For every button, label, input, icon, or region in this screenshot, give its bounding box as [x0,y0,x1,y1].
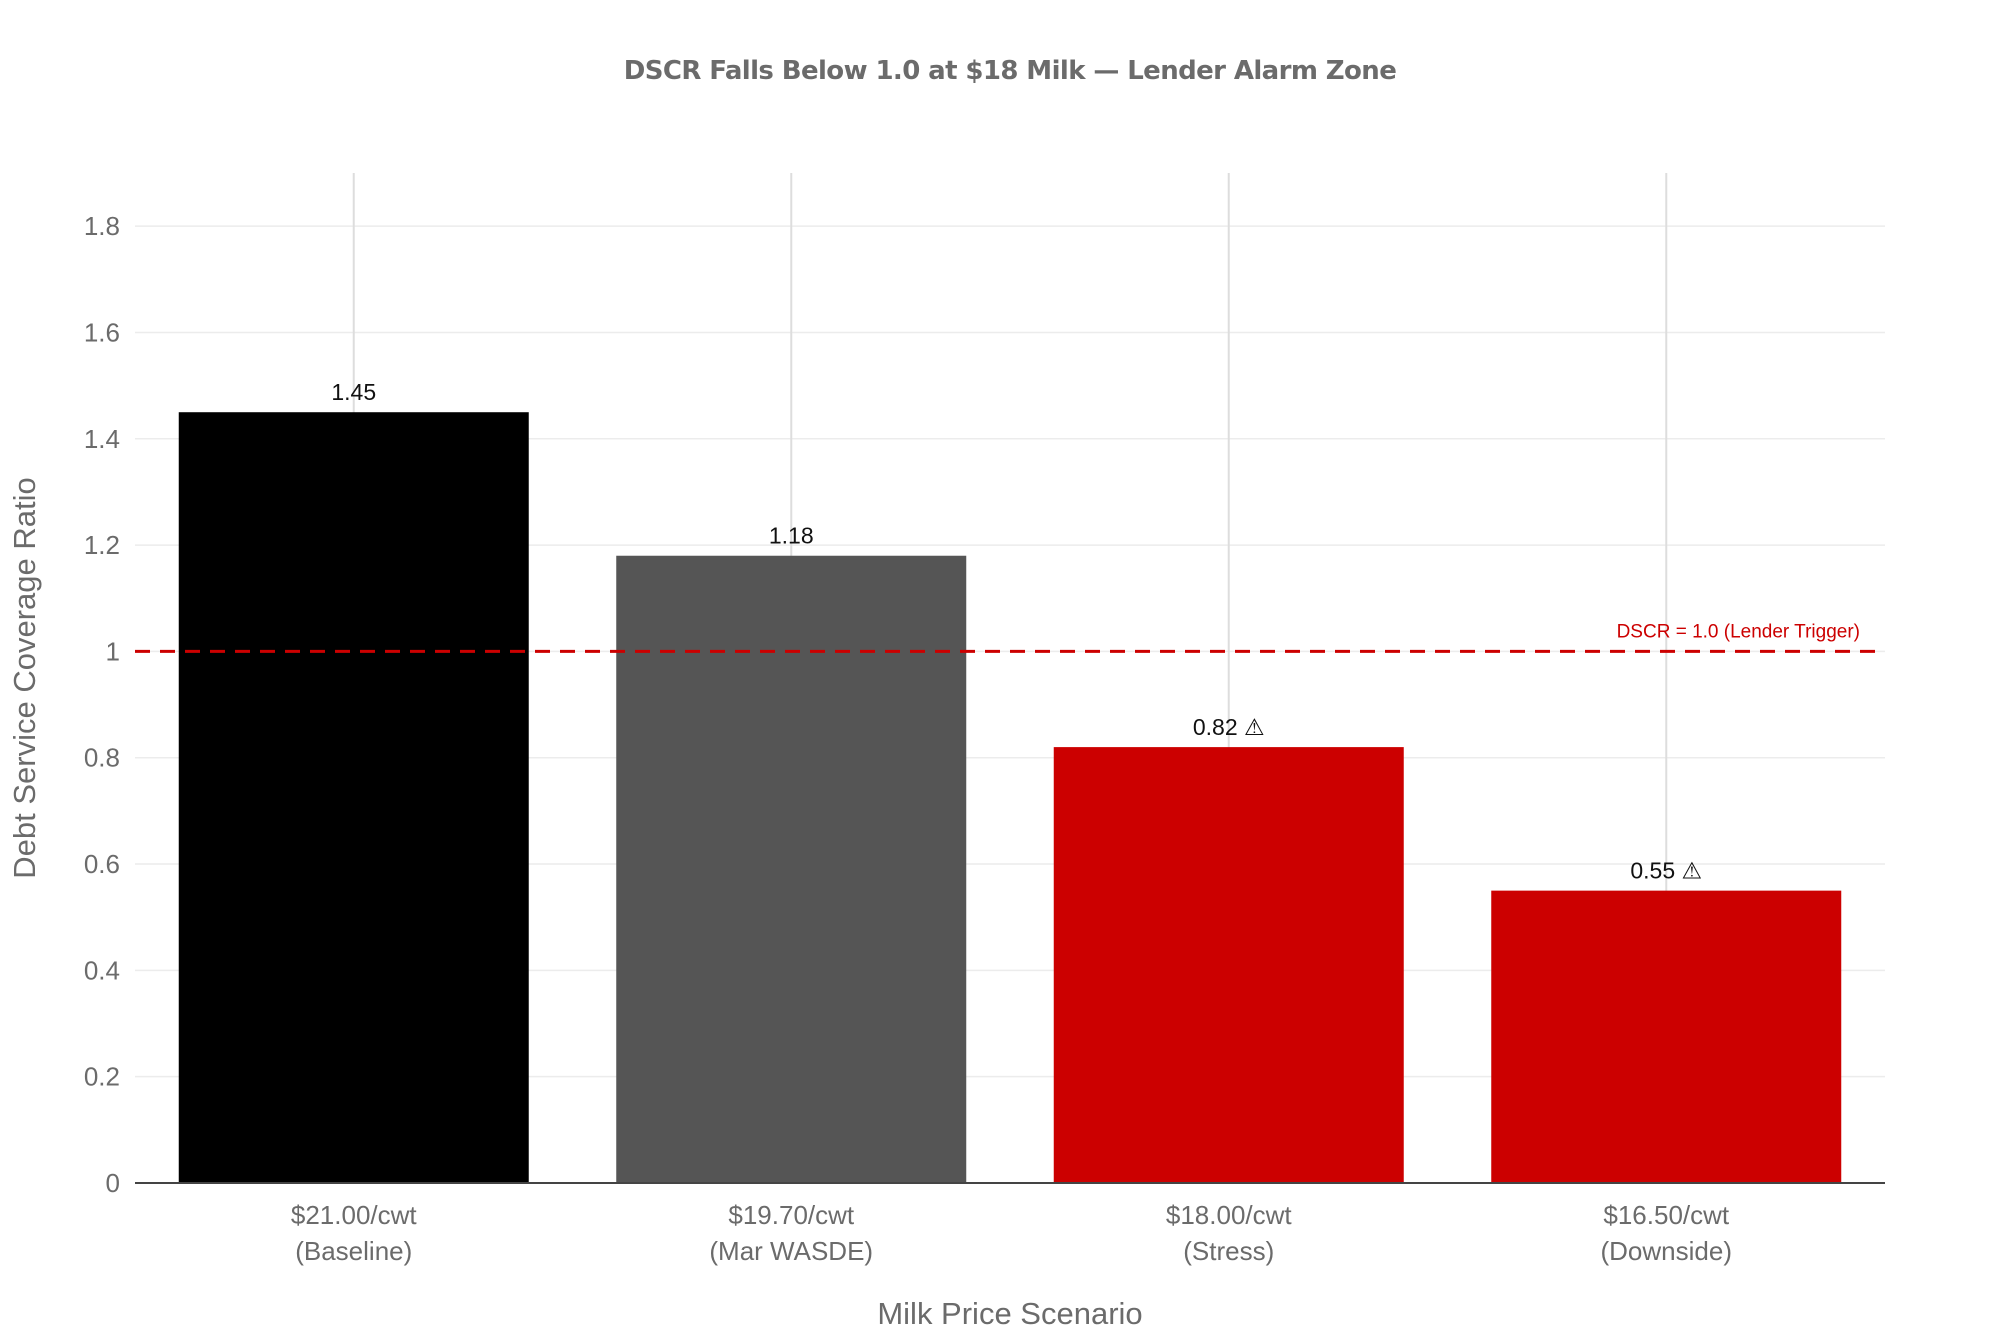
y-tick-label: 0.6 [84,849,120,879]
data-label: 1.18 [769,523,814,549]
y-axis-ticks: 0 0.2 0.4 0.6 0.8 1 1.2 1.4 1.6 1.8 [84,211,120,1198]
vertical-gridlines [352,173,1668,1183]
bar [616,555,967,1183]
bar [178,412,529,1183]
x-tick-label: $16.50/cwt [1603,1200,1730,1230]
y-tick-label: 0.2 [84,1062,120,1092]
x-tick-label: (Mar WASDE) [709,1236,873,1266]
y-axis-title: Debt Service Coverage Ratio [7,477,42,878]
x-tick-label: (Downside) [1601,1236,1733,1266]
y-tick-label: 1.8 [84,211,120,241]
x-tick-label: $21.00/cwt [291,1200,418,1230]
bar [1491,890,1842,1183]
y-tick-label: 1.6 [84,317,120,347]
x-tick-label: (Stress) [1183,1236,1274,1266]
chart-title: DSCR Falls Below 1.0 at $18 Milk — Lende… [624,56,1396,86]
y-tick-label: 0.4 [84,955,120,985]
x-tick-label: (Baseline) [295,1236,412,1266]
y-tick-label: 0 [106,1168,120,1198]
x-tick-label: $19.70/cwt [728,1200,855,1230]
data-label: 0.82 ⚠ [1193,714,1265,740]
data-label: 1.45 [331,379,376,405]
bar [1053,747,1404,1183]
bars [178,412,1842,1183]
reference-line-group: DSCR = 1.0 (Lender Trigger) [135,621,1885,653]
reference-line-label: DSCR = 1.0 (Lender Trigger) [1617,621,1860,642]
x-axis-title: Milk Price Scenario [877,1296,1142,1331]
y-tick-label: 1 [106,636,120,666]
y-tick-label: 0.8 [84,743,120,773]
y-tick-label: 1.4 [84,424,120,454]
y-tick-label: 1.2 [84,530,120,560]
data-labels: 1.45 1.18 0.82 ⚠ 0.55 ⚠ [331,379,1702,883]
x-tick-label: $18.00/cwt [1166,1200,1293,1230]
x-axis-ticks: $21.00/cwt (Baseline) $19.70/cwt (Mar WASDE… [291,1200,1732,1266]
data-label: 0.55 ⚠ [1630,858,1702,884]
